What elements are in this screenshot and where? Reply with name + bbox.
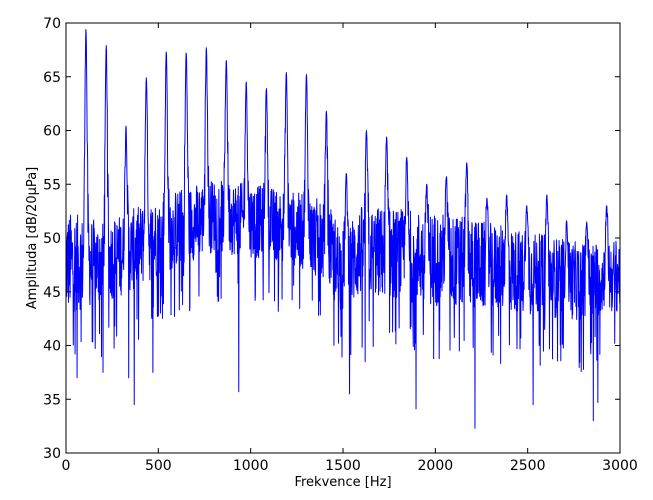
x-tick-label: 0 — [62, 458, 71, 474]
y-tick-label: 40 — [43, 339, 61, 355]
series-line — [65, 28, 621, 429]
y-tick-label: 70 — [43, 16, 61, 32]
x-axis-ticks: 0 500 1000 1500 2000 2500 3000 — [62, 23, 638, 474]
y-tick-label: 65 — [43, 70, 61, 86]
x-tick-label: 2000 — [418, 458, 454, 474]
y-axis-label: Amplituda [dB/20μPa] — [25, 167, 40, 309]
x-tick-label: 3000 — [602, 458, 638, 474]
y-tick-label: 55 — [43, 177, 61, 193]
x-tick-label: 1000 — [233, 458, 269, 474]
y-tick-label: 30 — [43, 446, 61, 462]
y-tick-label: 60 — [43, 124, 61, 140]
x-tick-label: 1500 — [325, 458, 361, 474]
y-axis-ticks: 30 35 40 45 50 55 60 65 70 — [43, 16, 620, 462]
y-tick-label: 50 — [43, 231, 61, 247]
y-tick-label: 45 — [43, 285, 61, 301]
x-tick-label: 500 — [145, 458, 172, 474]
y-tick-label: 35 — [43, 392, 61, 408]
x-axis-label: Frekvence [Hz] — [294, 475, 391, 490]
series-group — [65, 28, 621, 429]
x-tick-label: 2500 — [510, 458, 546, 474]
